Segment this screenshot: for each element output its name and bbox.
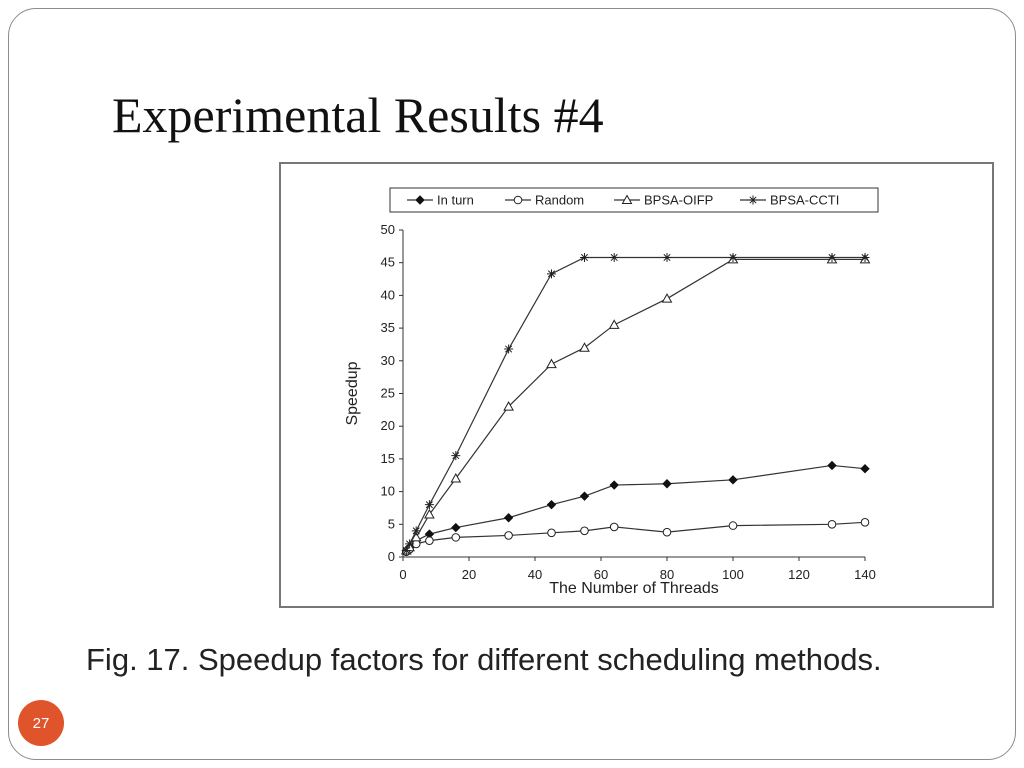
series-line-bpsa-oifp [405,258,865,551]
legend-label-in-turn: In turn [437,193,474,208]
x-tick-label: 20 [462,567,476,582]
data-point-random [728,521,738,530]
data-point-bpsa-oifp [450,473,462,483]
data-point-bpsa-oifp [546,358,557,369]
data-point-bpsa-ccti [580,252,589,262]
data-point-random [609,522,619,532]
data-point-bpsa-oifp [608,319,620,329]
y-tick-label: 25 [381,386,395,401]
y-tick-label: 45 [381,255,395,270]
data-point-bpsa-ccti [728,252,738,262]
y-tick-label: 50 [381,222,395,237]
data-point-bpsa-oifp [503,401,514,411]
speedup-chart: 0 5 10 15 20 25 30 35 40 45 50 0 20 40 60 80 100 120 140 Th… [344,187,879,597]
data-point-random [425,536,434,545]
data-point-in-turn [827,460,837,471]
y-tick-label: 0 [388,549,395,564]
x-tick-label: 40 [528,567,542,582]
x-tick-label: 60 [594,567,608,582]
page-number-badge: 27 [18,700,64,746]
y-tick-label: 15 [381,451,395,466]
data-point-bpsa-oifp [579,342,590,352]
data-point-bpsa-ccti [547,269,556,279]
y-axis-label: Speedup [344,361,361,425]
data-point-bpsa-ccti [405,539,415,549]
data-point-bpsa-ccti [662,252,672,262]
data-point-in-turn [546,499,557,510]
x-tick-label: 120 [788,567,810,582]
data-point-in-turn [451,522,461,533]
y-tick-label: 35 [381,320,395,335]
data-point-bpsa-oifp [661,293,673,303]
data-point-random [662,527,672,537]
legend-label-bpsa-ccti: BPSA-CCTI [770,193,839,208]
x-tick-label: 0 [399,567,406,582]
figure-caption: Fig. 17. Speedup factors for different s… [86,642,882,677]
data-point-bpsa-ccti [401,545,411,555]
y-tick-label: 5 [388,516,395,531]
data-point-in-turn [579,491,590,501]
data-point-bpsa-ccti [504,344,514,354]
data-point-bpsa-oifp [424,508,435,519]
legend-label-random: Random [535,193,584,208]
figure-box: 0 5 10 15 20 25 30 35 40 45 50 0 20 40 60 80 100 120 140 Th… [279,162,994,608]
data-point-random [547,528,556,538]
data-point-bpsa-ccti [424,500,434,510]
data-point-random [860,518,870,527]
data-point-random [504,531,513,540]
y-tick-label: 20 [381,418,395,433]
series-line-bpsa-ccti [405,256,865,551]
legend-marker-random [513,195,523,205]
legend-marker-bpsa-oifp [621,194,633,204]
data-point-in-turn [728,475,738,485]
legend-marker-in-turn [415,195,425,205]
data-point-random [451,533,461,542]
data-point-bpsa-ccti [411,526,421,536]
data-point-bpsa-ccti [827,252,837,262]
data-point-bpsa-oifp [410,531,422,542]
data-point-in-turn [662,479,672,489]
x-axis-label: The Number of Threads [549,580,719,597]
y-tick-label: 10 [381,484,395,499]
data-point-in-turn [860,464,870,474]
x-tick-label: 140 [854,567,876,582]
y-tick-label: 40 [381,287,395,302]
series-line-in-turn [405,464,866,551]
x-tick-label: 80 [660,567,674,582]
legend-label-bpsa-oifp: BPSA-OIFP [644,193,713,208]
data-point-bpsa-ccti [609,252,619,262]
data-point-bpsa-ccti [451,451,461,461]
x-tick-label: 100 [722,567,744,582]
series-line-random [405,521,866,553]
slide-title: Experimental Results #4 [112,87,604,143]
data-point-in-turn [503,513,514,523]
legend-marker-bpsa-ccti [748,195,758,205]
data-point-in-turn [609,480,619,490]
data-point-bpsa-ccti [860,252,870,262]
y-tick-label: 30 [381,353,395,368]
data-point-random [580,526,589,536]
data-point-random [827,520,837,529]
